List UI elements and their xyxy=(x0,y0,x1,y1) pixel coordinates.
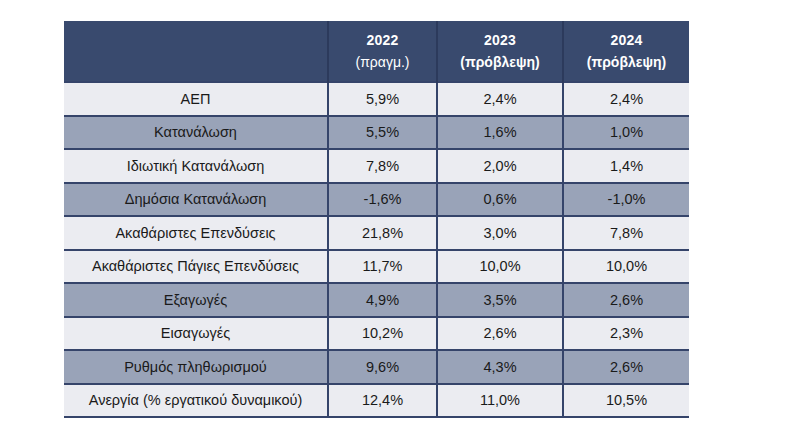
row-label: Εισαγωγές xyxy=(64,317,328,351)
table-row: Εξαγωγές 4,9%3,5%2,6% xyxy=(64,283,689,317)
row-value: 7,8% xyxy=(563,216,689,250)
row-value: -1,6% xyxy=(328,183,437,217)
table-body: ΑΕΠ 5,9%2,4%2,4% Κατανάλωση 5,5%1,6%1,0%… xyxy=(64,82,689,417)
row-label: Εξαγωγές xyxy=(64,283,328,317)
row-value: 1,4% xyxy=(563,149,689,183)
page: 2022 (πραγμ.) 2023 (πρόβλεψη) 2024 (πρόβ… xyxy=(0,0,799,424)
table-row: Ρυθμός πληθωρισμού 9,6%4,3%2,6% xyxy=(64,350,689,384)
table-row: Ακαθάριστες Πάγιες Επενδύσεις 11,7%10,0%… xyxy=(64,250,689,284)
row-label: Κατανάλωση xyxy=(64,116,328,150)
row-label: Ρυθμός πληθωρισμού xyxy=(64,350,328,384)
row-value: -1,0% xyxy=(563,183,689,217)
macro-forecast-table: 2022 (πραγμ.) 2023 (πρόβλεψη) 2024 (πρόβ… xyxy=(64,21,689,418)
row-value: 2,6% xyxy=(563,283,689,317)
row-value: 5,9% xyxy=(328,82,437,116)
table-row: Ακαθάριστες Επενδύσεις 21,8%3,0%7,8% xyxy=(64,216,689,250)
header-year: 2023 xyxy=(438,29,562,51)
row-label: Ακαθάριστες Επενδύσεις xyxy=(64,216,328,250)
table-header-cell: 2022 (πραγμ.) xyxy=(328,21,437,82)
table-row: Δημόσια Κατανάλωση -1,6%0,6%-1,0% xyxy=(64,183,689,217)
row-value: 3,5% xyxy=(437,283,563,317)
row-label: ΑΕΠ xyxy=(64,82,328,116)
table-header-cell: 2024 (πρόβλεψη) xyxy=(563,21,689,82)
row-value: 12,4% xyxy=(328,384,437,418)
row-value: 7,8% xyxy=(328,149,437,183)
row-value: 3,0% xyxy=(437,216,563,250)
table-row: Ανεργία (% εργατικού δυναμικού) 12,4%11,… xyxy=(64,384,689,418)
row-value: 10,0% xyxy=(437,250,563,284)
row-label: Ακαθάριστες Πάγιες Επενδύσεις xyxy=(64,250,328,284)
row-value: 10,2% xyxy=(328,317,437,351)
row-value: 11,7% xyxy=(328,250,437,284)
row-value: 10,5% xyxy=(563,384,689,418)
header-note: (πρόβλεψη) xyxy=(438,51,562,73)
row-label: Ιδιωτική Κατανάλωση xyxy=(64,149,328,183)
row-label: Δημόσια Κατανάλωση xyxy=(64,183,328,217)
row-value: 2,0% xyxy=(437,149,563,183)
row-value: 0,6% xyxy=(437,183,563,217)
table-row: Ιδιωτική Κατανάλωση 7,8%2,0%1,4% xyxy=(64,149,689,183)
row-value: 10,0% xyxy=(563,250,689,284)
header-year: 2024 xyxy=(564,29,689,51)
row-value: 2,4% xyxy=(437,82,563,116)
row-value: 1,6% xyxy=(437,116,563,150)
row-value: 4,9% xyxy=(328,283,437,317)
row-value: 21,8% xyxy=(328,216,437,250)
table-row: ΑΕΠ 5,9%2,4%2,4% xyxy=(64,82,689,116)
row-label: Ανεργία (% εργατικού δυναμικού) xyxy=(64,384,328,418)
row-value: 11,0% xyxy=(437,384,563,418)
row-value: 1,0% xyxy=(563,116,689,150)
row-value: 5,5% xyxy=(328,116,437,150)
header-year: 2022 xyxy=(329,29,436,51)
row-value: 4,3% xyxy=(437,350,563,384)
table-header-cell: 2023 (πρόβλεψη) xyxy=(437,21,563,82)
row-value: 2,3% xyxy=(563,317,689,351)
header-note: (πραγμ.) xyxy=(329,51,436,73)
table-row: Κατανάλωση 5,5%1,6%1,0% xyxy=(64,116,689,150)
header-note: (πρόβλεψη) xyxy=(564,51,689,73)
row-value: 9,6% xyxy=(328,350,437,384)
table-header-row: 2022 (πραγμ.) 2023 (πρόβλεψη) 2024 (πρόβ… xyxy=(64,21,689,82)
row-value: 2,6% xyxy=(563,350,689,384)
table-row: Εισαγωγές 10,2%2,6%2,3% xyxy=(64,317,689,351)
row-value: 2,6% xyxy=(437,317,563,351)
row-value: 2,4% xyxy=(563,82,689,116)
table-header-empty-cell xyxy=(64,21,328,82)
